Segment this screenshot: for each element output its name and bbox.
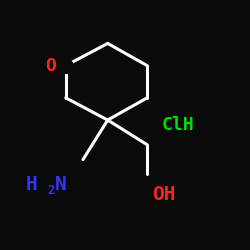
Text: O: O (46, 57, 56, 75)
Text: H: H (26, 175, 38, 194)
Text: ClH: ClH (162, 116, 195, 134)
Text: N: N (54, 175, 66, 194)
Text: 2: 2 (47, 184, 54, 197)
Text: OH: OH (152, 185, 176, 204)
